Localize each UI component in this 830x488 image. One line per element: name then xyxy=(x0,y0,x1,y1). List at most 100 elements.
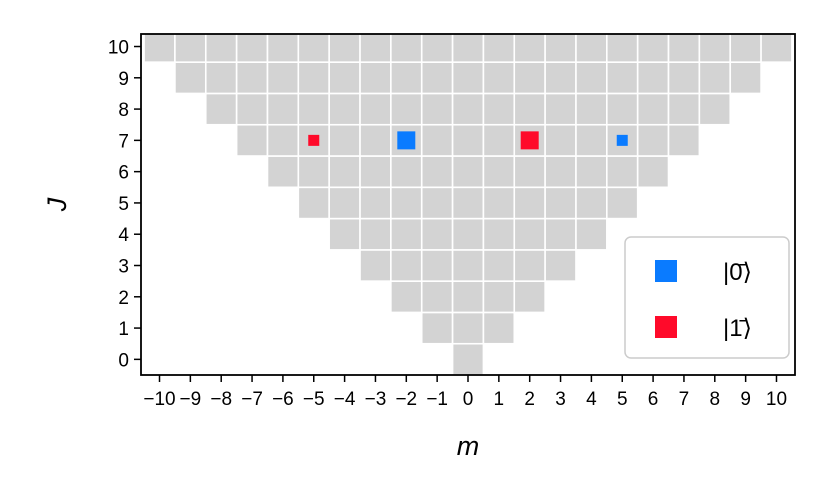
x-tick-label: −3 xyxy=(365,389,387,410)
legend-swatch xyxy=(655,260,677,282)
x-tick-label: −7 xyxy=(241,389,263,410)
grid-cell xyxy=(420,217,454,251)
grid-cell xyxy=(482,280,516,314)
grid-cell xyxy=(698,34,732,63)
grid-cell xyxy=(359,186,392,220)
state-marker xyxy=(397,131,416,150)
grid-cell xyxy=(606,92,639,126)
y-tick-label: 10 xyxy=(108,38,129,59)
grid-cell xyxy=(359,61,392,95)
grid-cell xyxy=(235,92,269,126)
grid-cell xyxy=(359,249,392,282)
grid-cell xyxy=(451,280,485,314)
grid-cell xyxy=(451,155,485,189)
y-tick-label: 7 xyxy=(118,131,129,152)
grid-cell xyxy=(636,92,670,126)
grid-cell xyxy=(729,34,762,63)
grid-cell xyxy=(544,155,577,189)
grid-cell xyxy=(297,61,330,95)
grid-cell xyxy=(513,61,546,95)
x-tick-label: 1 xyxy=(494,389,505,410)
grid-cell xyxy=(266,61,300,95)
y-tick-label: 1 xyxy=(118,319,129,340)
grid-cell xyxy=(390,61,423,95)
grid-cell xyxy=(451,311,485,345)
grid-cell xyxy=(575,155,608,189)
grid-cell xyxy=(328,123,361,157)
grid-cell xyxy=(482,61,516,95)
x-tick-label: −9 xyxy=(180,389,202,410)
grid-cell xyxy=(544,61,577,95)
grid-cell xyxy=(359,92,392,126)
x-tick-label: 4 xyxy=(586,389,597,410)
legend-box xyxy=(624,236,790,359)
grid-cell xyxy=(328,217,361,251)
grid-cell xyxy=(760,34,793,63)
grid-cell xyxy=(451,217,485,251)
grid-cell xyxy=(544,217,577,251)
grid-cell xyxy=(174,34,207,63)
x-tick-label: 0 xyxy=(463,389,474,410)
grid-cell xyxy=(204,92,238,126)
grid-cell xyxy=(328,186,361,220)
y-tick-label: 6 xyxy=(118,163,129,184)
grid-cell xyxy=(390,155,423,189)
grid-cell xyxy=(513,186,546,220)
legend-label: |0̄⟩ xyxy=(723,259,752,286)
grid-cell xyxy=(390,217,423,251)
grid-cell xyxy=(266,34,300,63)
grid-cell xyxy=(698,92,732,126)
grid-cell xyxy=(667,34,701,63)
grid-cell xyxy=(513,34,546,63)
x-axis-label: m xyxy=(457,431,480,461)
x-tick-label: −6 xyxy=(272,389,294,410)
grid-cell xyxy=(420,311,454,345)
grid-cell xyxy=(606,155,639,189)
grid-cell xyxy=(482,155,516,189)
grid-cell xyxy=(575,34,608,63)
grid-cell xyxy=(482,123,516,157)
grid-cell xyxy=(143,34,176,63)
grid-cell xyxy=(266,92,300,126)
grid-cell xyxy=(328,61,361,95)
grid-cell xyxy=(266,155,300,189)
grid-cell xyxy=(729,61,762,95)
grid-cell xyxy=(390,249,423,282)
grid-cell xyxy=(420,155,454,189)
state-marker xyxy=(616,134,628,146)
grid-cell xyxy=(204,61,238,95)
y-tick-label: 8 xyxy=(118,100,129,121)
grid-cell xyxy=(513,155,546,189)
grid-cell xyxy=(328,34,361,63)
grid-cell xyxy=(359,155,392,189)
y-tick-label: 0 xyxy=(118,350,129,371)
state-markers xyxy=(308,131,628,150)
grid-cell xyxy=(420,186,454,220)
grid-cell xyxy=(606,186,639,220)
grid-cell xyxy=(544,249,577,282)
grid-cell xyxy=(482,34,516,63)
grid-cell xyxy=(297,92,330,126)
grid-cell xyxy=(328,92,361,126)
grid-cell xyxy=(513,249,546,282)
grid-cell xyxy=(359,34,392,63)
grid-cell xyxy=(575,217,608,251)
y-axis-ticks: 0 1 2 3 4 5 6 7 8 9 10 xyxy=(108,38,141,371)
grid-cell xyxy=(420,34,454,63)
x-tick-label: −1 xyxy=(426,389,448,410)
grid-cell xyxy=(359,217,392,251)
grid-cell xyxy=(482,249,516,282)
grid-cell xyxy=(482,217,516,251)
grid-cell xyxy=(698,61,732,95)
x-tick-label: 7 xyxy=(679,389,690,410)
y-tick-label: 4 xyxy=(118,225,129,246)
y-tick-label: 3 xyxy=(118,257,129,278)
y-tick-label: 2 xyxy=(118,288,129,309)
grid-cell xyxy=(575,186,608,220)
x-tick-label: 3 xyxy=(555,389,566,410)
y-tick-label: 5 xyxy=(118,194,129,215)
grid-cell xyxy=(297,155,330,189)
grid-cell xyxy=(636,155,670,189)
grid-cell xyxy=(390,34,423,63)
grid-cell xyxy=(451,123,485,157)
